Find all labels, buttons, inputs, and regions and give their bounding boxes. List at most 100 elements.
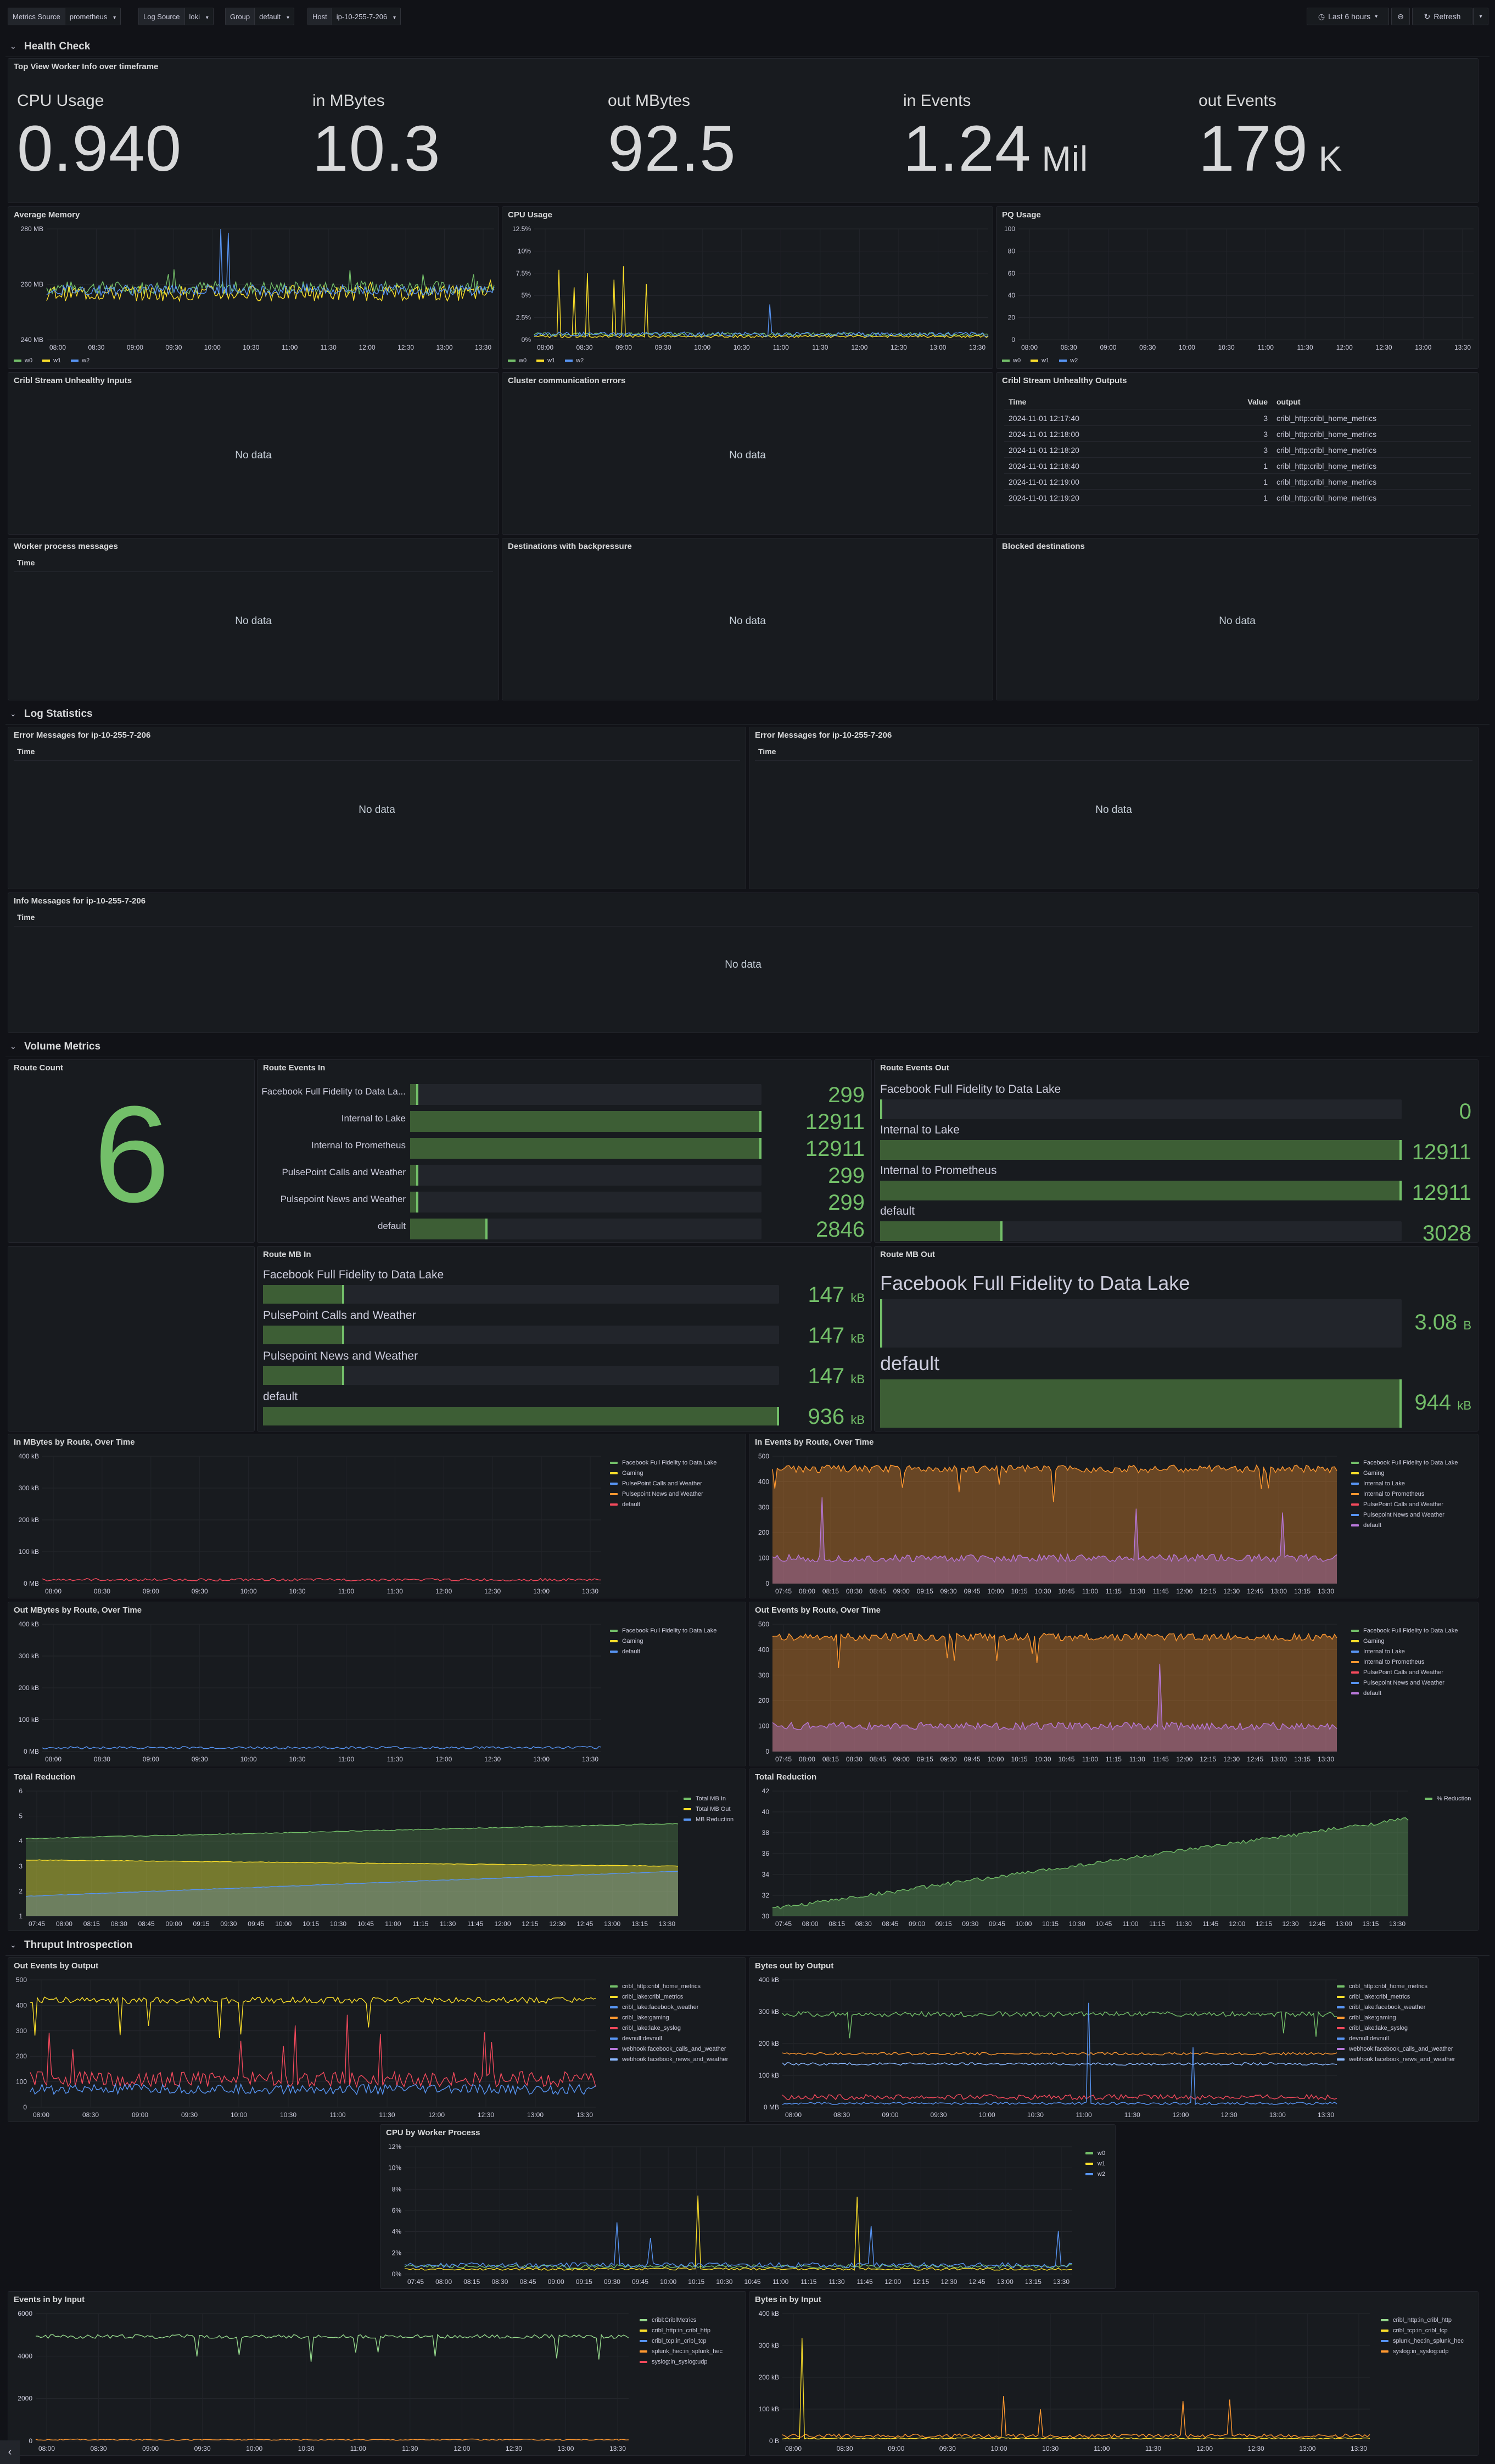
legend-item[interactable]: default — [1351, 1688, 1458, 1698]
legend-item[interactable]: cribl_lake:gaming — [1337, 2012, 1455, 2023]
legend-item[interactable]: cribl_lake:cribl_metrics — [1337, 1991, 1455, 2002]
legend-item[interactable]: w2 — [71, 357, 89, 364]
legend-item[interactable]: webhook:facebook_calls_and_weather — [1337, 2044, 1455, 2054]
timeseries-chart[interactable]: 500 400 300 200 100 0 07:45 08:00 08:15 08:30 08:4… — [749, 1619, 1342, 1766]
legend-item[interactable]: Gaming — [1351, 1468, 1458, 1478]
legend-item[interactable]: webhook:facebook_news_and_weather — [610, 2054, 728, 2064]
legend-item[interactable]: Gaming — [610, 1468, 716, 1478]
legend-item[interactable]: w2 — [1059, 357, 1078, 364]
legend-item[interactable]: webhook:facebook_calls_and_weather — [610, 2044, 728, 2054]
legend-item[interactable]: w0 — [508, 357, 527, 364]
legend-item[interactable]: w0 — [1002, 357, 1021, 364]
legend-item[interactable]: cribl_lake:gaming — [610, 2012, 728, 2023]
timeseries-chart[interactable]: 6000 4000 2000 0 08:00 08:30 09:00 09:30 10:00 10… — [8, 2308, 634, 2456]
legend-item[interactable]: devnull:devnull — [1337, 2033, 1455, 2044]
variable-value-select[interactable]: default ▾ — [255, 8, 294, 25]
header-output[interactable]: output — [1276, 397, 1301, 406]
legend-item[interactable]: syslog:in_syslog:udp — [1381, 2346, 1464, 2356]
legend-item[interactable]: default — [610, 1499, 716, 1509]
variable-log-source[interactable]: Log Source loki ▾ — [138, 8, 214, 25]
variable-value-select[interactable]: loki ▾ — [185, 8, 213, 25]
legend-item[interactable]: Facebook Full Fidelity to Data Lake — [1351, 1457, 1458, 1468]
timeseries-chart[interactable]: 400 kB 300 kB 200 kB 100 kB 0 B 08:00 08:30 09:… — [749, 2308, 1375, 2456]
row-thruput-introspection[interactable]: ⌄ Thruput Introspection — [5, 1934, 1490, 1956]
legend-item[interactable]: cribl_lake:facebook_weather — [1337, 2002, 1455, 2012]
legend-item[interactable]: Internal to Prometheus — [1351, 1657, 1458, 1667]
variable-metrics-source[interactable]: Metrics Source prometheus ▾ — [8, 8, 121, 25]
legend-item[interactable]: syslog:in_syslog:udp — [640, 2356, 723, 2367]
legend-item[interactable]: Total MB In — [684, 1793, 733, 1804]
timeseries-chart[interactable]: 500 400 300 200 100 0 07:45 08:00 08:15 08:30 08:4… — [749, 1451, 1342, 1598]
legend-item[interactable]: Facebook Full Fidelity to Data Lake — [610, 1625, 716, 1636]
refresh-interval-dropdown[interactable]: ▾ — [1473, 8, 1488, 25]
legend-item[interactable]: MB Reduction — [684, 1814, 733, 1825]
legend-item[interactable]: splunk_hec:in_splunk_hec — [640, 2346, 723, 2356]
legend-item[interactable]: cribl_tcp:in_cribl_tcp — [1381, 2325, 1464, 2336]
legend-item[interactable]: devnull:devnull — [610, 2033, 728, 2044]
legend-item[interactable]: cribl_lake:cribl_metrics — [610, 1991, 728, 2002]
legend-item[interactable]: w1 — [536, 357, 555, 364]
legend-item[interactable]: Facebook Full Fidelity to Data Lake — [1351, 1625, 1458, 1636]
timeseries-chart[interactable]: 400 kB 300 kB 200 kB 100 kB 0 MB 08:00 08:30 09… — [749, 1974, 1342, 2122]
variable-group[interactable]: Group default ▾ — [225, 8, 294, 25]
variable-value-select[interactable]: prometheus ▾ — [65, 8, 120, 25]
row-volume-metrics[interactable]: ⌄ Volume Metrics — [5, 1035, 1490, 1057]
cell-time: 2024-11-01 12:19:00 — [1009, 478, 1079, 486]
legend-item[interactable]: w1 — [42, 357, 61, 364]
legend-item[interactable]: cribl_http:cribl_home_metrics — [1337, 1981, 1455, 1991]
timeseries-chart[interactable]: 42 40 38 36 34 32 30 07:45 08:00 08:15 08:30 08:45 0… — [749, 1786, 1414, 1931]
timeseries-chart[interactable]: 12.5% 10% 7.5% 5% 2.5% 0% 08:00 08:30 09:00 09:30… — [502, 223, 993, 355]
timeseries-chart[interactable]: 6 5 4 3 2 1 07:45 08:00 08:15 08:30 08:45 09:00 09:1… — [8, 1786, 684, 1931]
legend-item[interactable]: default — [1351, 1520, 1458, 1530]
legend-item[interactable]: Pulsepoint News and Weather — [1351, 1509, 1458, 1520]
legend-item[interactable]: w0 — [1085, 2148, 1105, 2158]
legend-item[interactable]: w0 — [14, 357, 32, 364]
legend-item[interactable]: cribl_http:cribl_home_metrics — [610, 1981, 728, 1991]
legend-item[interactable]: cribl_http:in_cribl_http — [640, 2325, 723, 2336]
legend-item[interactable]: w2 — [1085, 2169, 1105, 2179]
legend-item[interactable]: cribl:CriblMetrics — [640, 2315, 723, 2325]
legend-item[interactable]: default — [610, 1646, 716, 1657]
timeseries-chart[interactable]: 12% 10% 8% 6% 4% 2% 0% 07:45 08:00 08:15 08:30 08:4… — [380, 2141, 1078, 2289]
legend-item[interactable]: cribl_lake:lake_syslog — [1337, 2023, 1455, 2033]
timeseries-chart[interactable]: 400 kB 300 kB 200 kB 100 kB 0 MB 08:00 08:30 09… — [8, 1451, 607, 1598]
legend-item[interactable]: Pulsepoint News and Weather — [610, 1489, 716, 1499]
legend-item[interactable]: Internal to Prometheus — [1351, 1489, 1458, 1499]
legend-item[interactable]: cribl_lake:facebook_weather — [610, 2002, 728, 2012]
variable-host[interactable]: Host ip-10-255-7-206 ▾ — [307, 8, 401, 25]
row-health-check[interactable]: ⌄ Health Check — [5, 35, 1490, 57]
legend-item[interactable]: Total MB Out — [684, 1804, 733, 1814]
legend-item[interactable]: cribl_lake:lake_syslog — [610, 2023, 728, 2033]
header-time[interactable]: Time — [1009, 397, 1027, 406]
timeseries-chart[interactable]: 100 80 60 40 20 0 08:00 08:30 09:00 09:30 10:00 10:… — [996, 223, 1479, 355]
legend-item[interactable]: PulsePoint Calls and Weather — [1351, 1499, 1458, 1509]
legend-item[interactable]: Gaming — [610, 1636, 716, 1646]
time-range-picker[interactable]: ◷ Last 6 hours ▾ — [1307, 8, 1389, 25]
legend-item[interactable]: cribl_tcp:in_cribl_tcp — [640, 2336, 723, 2346]
legend-item[interactable]: splunk_hec:in_splunk_hec — [1381, 2336, 1464, 2346]
header-value[interactable]: Value — [1247, 397, 1268, 406]
zoom-out-button[interactable]: ⊖ — [1391, 8, 1410, 25]
legend-item[interactable]: Internal to Lake — [1351, 1478, 1458, 1489]
collapse-sidebar-button[interactable]: ‹ — [0, 2440, 20, 2464]
legend-item[interactable]: w1 — [1085, 2158, 1105, 2169]
legend-item[interactable]: w1 — [1031, 357, 1049, 364]
row-log-statistics[interactable]: ⌄ Log Statistics — [5, 703, 1490, 725]
legend-item[interactable]: Internal to Lake — [1351, 1646, 1458, 1657]
timeseries-chart[interactable]: 400 kB 300 kB 200 kB 100 kB 0 MB 08:00 08:30 09… — [8, 1619, 607, 1766]
legend-item[interactable]: PulsePoint Calls and Weather — [610, 1478, 716, 1489]
refresh-button[interactable]: ↻ Refresh — [1412, 8, 1472, 25]
cell-output: cribl_http:cribl_home_metrics — [1276, 493, 1377, 502]
legend-item[interactable]: Gaming — [1351, 1636, 1458, 1646]
timeseries-chart[interactable]: 280 MB 260 MB 240 MB 08:00 08:30 09:00 09:30 10… — [8, 223, 499, 355]
legend-item[interactable]: PulsePoint Calls and Weather — [1351, 1667, 1458, 1677]
legend-item[interactable]: cribl_http:in_cribl_http — [1381, 2315, 1464, 2325]
legend-item[interactable]: w2 — [565, 357, 584, 364]
legend-item[interactable]: % Reduction — [1425, 1793, 1471, 1804]
table-divider — [14, 926, 1472, 927]
variable-value-select[interactable]: ip-10-255-7-206 ▾ — [332, 8, 400, 25]
legend-item[interactable]: Pulsepoint News and Weather — [1351, 1677, 1458, 1688]
legend-item[interactable]: webhook:facebook_news_and_weather — [1337, 2054, 1455, 2064]
timeseries-chart[interactable]: 500 400 300 200 100 0 08:00 08:30 09:00 09:30 10:0… — [8, 1974, 601, 2122]
legend-item[interactable]: Facebook Full Fidelity to Data Lake — [610, 1457, 716, 1468]
